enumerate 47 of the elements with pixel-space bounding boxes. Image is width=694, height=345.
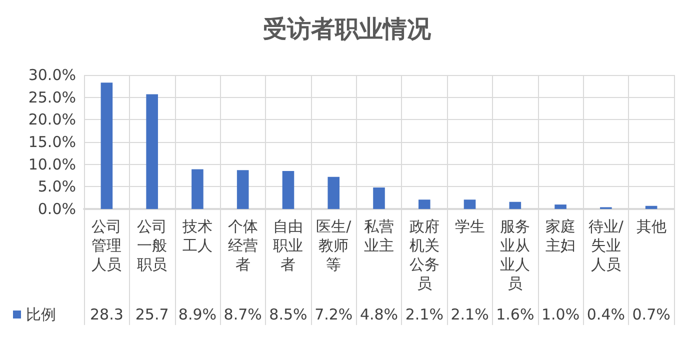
data-label: 8.9% [178, 306, 217, 324]
y-tick-label: 25.0% [28, 88, 76, 106]
bar [418, 200, 430, 209]
x-tick-label: 政府机关公务员 [409, 218, 440, 292]
bar [192, 169, 204, 209]
x-tick-label: 公司管理人员 [92, 218, 122, 274]
bar [464, 200, 476, 209]
y-tick-label: 5.0% [38, 178, 76, 196]
data-label: 1.6% [496, 306, 534, 324]
data-label: 0.7% [632, 306, 670, 324]
x-tick-label: 医生/教师等 [316, 218, 352, 274]
bar [509, 202, 522, 209]
data-label: 2.1% [450, 306, 489, 324]
data-label: 0.4% [586, 306, 625, 324]
data-label: 4.8% [360, 306, 398, 324]
x-tick-label: 自由职业者 [273, 218, 304, 274]
bar [146, 94, 158, 209]
y-tick-label: 20.0% [28, 110, 76, 129]
x-tick-label: 其他 [636, 218, 666, 236]
data-label: 7.2% [314, 306, 353, 324]
y-tick-label: 15.0% [28, 133, 76, 151]
bar [554, 204, 566, 209]
bar [645, 206, 658, 209]
data-label: 28.3 [90, 306, 124, 324]
data-label: 8.5% [269, 306, 308, 324]
x-tick-label: 学生 [454, 218, 485, 236]
data-label: 25.7 [135, 306, 169, 324]
x-tick-label: 待业/失业人员 [588, 218, 624, 274]
chart-title: 受访者职业情况 [263, 15, 432, 43]
bar [373, 188, 385, 209]
bar [328, 176, 340, 209]
x-tick-label: 家庭主妇 [546, 218, 576, 254]
x-tick-label: 私营业主 [364, 218, 394, 254]
data-label: 1.0% [541, 306, 580, 324]
legend-label: 比例 [26, 306, 56, 324]
y-tick-label: 10.0% [28, 155, 76, 174]
y-tick-label: 30.0% [28, 66, 76, 84]
bar [100, 82, 113, 209]
x-tick-label: 服务业从业人员 [500, 218, 530, 292]
data-label: 8.7% [224, 306, 262, 324]
bar [282, 171, 294, 209]
data-label: 2.1% [405, 306, 444, 324]
bar [236, 170, 249, 209]
x-tick-label: 公司一般职员 [137, 218, 168, 274]
x-tick-label: 技术工人 [181, 218, 212, 254]
x-tick-label: 个体经营者 [228, 218, 258, 274]
y-tick-label: 0.0% [38, 200, 76, 218]
